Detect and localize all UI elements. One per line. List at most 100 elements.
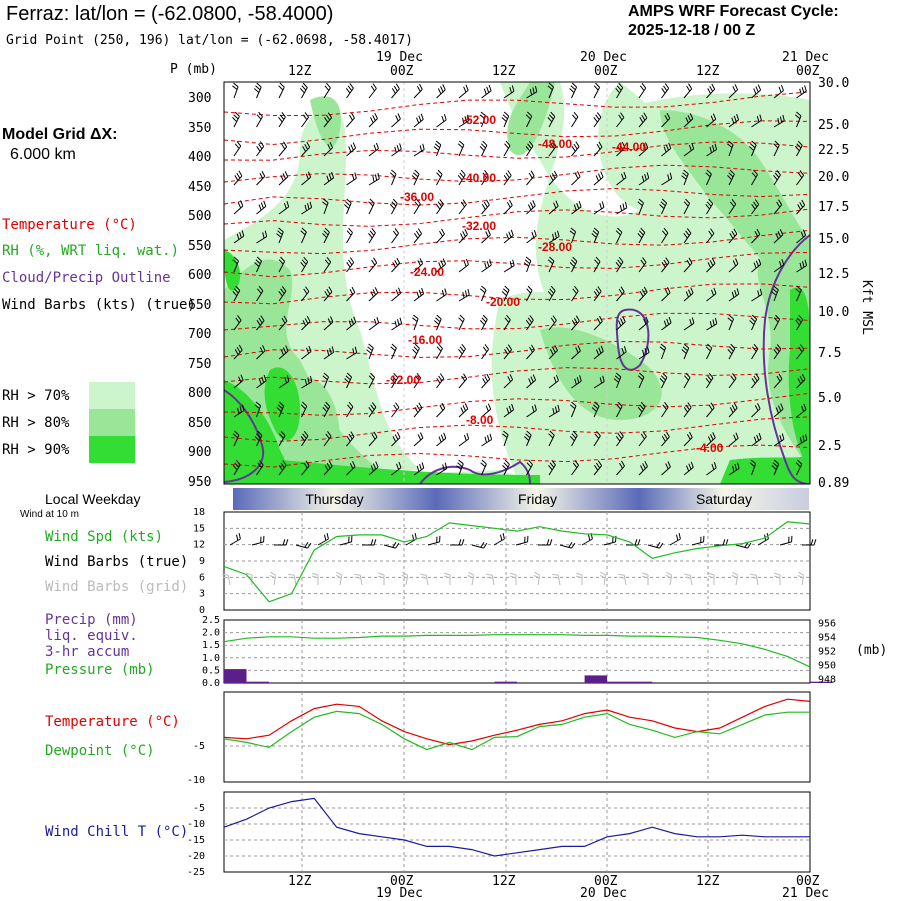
day-thursday: Thursday (305, 491, 364, 507)
wind-barb (616, 141, 626, 157)
wind-barb (548, 170, 558, 186)
wind-barb (368, 142, 379, 157)
wind-barb (728, 402, 738, 418)
wind-barb (593, 201, 605, 215)
top-date-3: 21 Dec (782, 50, 829, 65)
tick-label: 1.0 (202, 653, 220, 664)
wind-barb (751, 343, 759, 360)
wind-barb (751, 84, 762, 99)
day-band-thursday: Thursday (233, 488, 436, 510)
wind-barb (593, 112, 602, 128)
temperature-line (223, 698, 811, 746)
wind-barb (548, 459, 556, 476)
wind-barb (457, 140, 465, 157)
wind-barb (503, 259, 515, 273)
wind-barb (661, 142, 672, 157)
wind-barb (301, 141, 311, 157)
wind-barb (515, 535, 529, 546)
rh80-swatch (89, 409, 135, 436)
wind-barb (708, 572, 715, 585)
wind-barb (569, 430, 578, 447)
wind-barb (323, 431, 332, 447)
wind-barb (571, 141, 580, 157)
wind-barb (481, 84, 492, 99)
wind-barb (346, 401, 354, 418)
wind-barb (346, 461, 356, 476)
wind-barb (571, 111, 579, 128)
tick-label: -15 (187, 835, 205, 846)
wind-barb (796, 170, 805, 186)
tick-label: 2.5 (202, 615, 220, 626)
wind-barb (616, 316, 626, 331)
wind-barb (642, 572, 649, 585)
wind-barb (480, 459, 487, 476)
wind-barb (796, 403, 807, 418)
top-tick-6: 00Z (796, 64, 820, 79)
wind-barb (323, 460, 333, 476)
pressure-tick: 550 (188, 238, 212, 254)
wind-barb (457, 169, 466, 186)
wind-barb (274, 539, 289, 546)
wind-barb (526, 170, 535, 186)
wind-barb (300, 401, 308, 418)
wind-barb (727, 343, 736, 360)
bottom-date-2: 20 Dec (580, 886, 627, 901)
wind-barb (232, 256, 239, 273)
wind-chill-panel (223, 791, 811, 873)
wind-barb (233, 140, 242, 157)
wind-barb (728, 373, 737, 389)
wind-barb (593, 375, 605, 389)
wind-barb (368, 317, 380, 331)
tick-label: 3 (199, 589, 205, 600)
kft-tick: 17.5 (818, 200, 850, 215)
wind-barb (339, 535, 353, 546)
wind-barb (638, 257, 647, 273)
wind-barb (548, 200, 559, 215)
wind-barb (526, 374, 537, 389)
precip-bar (584, 675, 608, 683)
wind-barb (323, 171, 335, 186)
wind-barb (661, 316, 672, 331)
cross-section-rh-fill (224, 82, 810, 484)
day-band-saturday: Saturday (639, 488, 809, 510)
wind-barb (684, 573, 693, 586)
wind-barb (436, 84, 446, 99)
wind-barb (481, 259, 492, 273)
wind-barb (436, 114, 447, 128)
wind-barb (751, 228, 761, 244)
wind-barb (401, 571, 409, 586)
wind-barb (413, 113, 424, 128)
wind-barb (615, 227, 623, 244)
wind-barb (502, 459, 510, 476)
wind-barb (706, 113, 717, 128)
rh90-swatch (89, 436, 135, 463)
wind-barb (526, 459, 533, 476)
isotherm-line (224, 187, 810, 206)
wind-barb (748, 140, 757, 157)
wind-at-label: Wind at 10 m (20, 509, 79, 520)
wind-barb (256, 111, 263, 128)
wind-barb (391, 431, 401, 447)
tick-label: 956 (818, 619, 836, 630)
wind-barb (458, 403, 469, 418)
legend-wind-barbs-true: Wind Barbs (true) (45, 554, 189, 570)
top-tick-3: 12Z (492, 64, 516, 79)
wind-barb (436, 462, 448, 476)
wind-barb (276, 401, 285, 418)
wind-barb (548, 315, 557, 331)
wind-barb (727, 169, 735, 186)
wind-barb (547, 285, 556, 302)
wind-barb (233, 200, 244, 215)
wind-barb (301, 315, 311, 331)
wind-barb (705, 169, 712, 186)
wind-barb (411, 169, 420, 186)
wind-barb (794, 140, 803, 157)
wind-barb (571, 460, 580, 476)
tick-label: 0.5 (202, 665, 220, 676)
tick-label: -10 (187, 775, 205, 786)
xs-gridlines (403, 82, 608, 484)
wind-barb (735, 542, 752, 549)
wind-barb (481, 169, 489, 186)
wind-barb (503, 374, 514, 389)
wind-barb (391, 402, 400, 418)
